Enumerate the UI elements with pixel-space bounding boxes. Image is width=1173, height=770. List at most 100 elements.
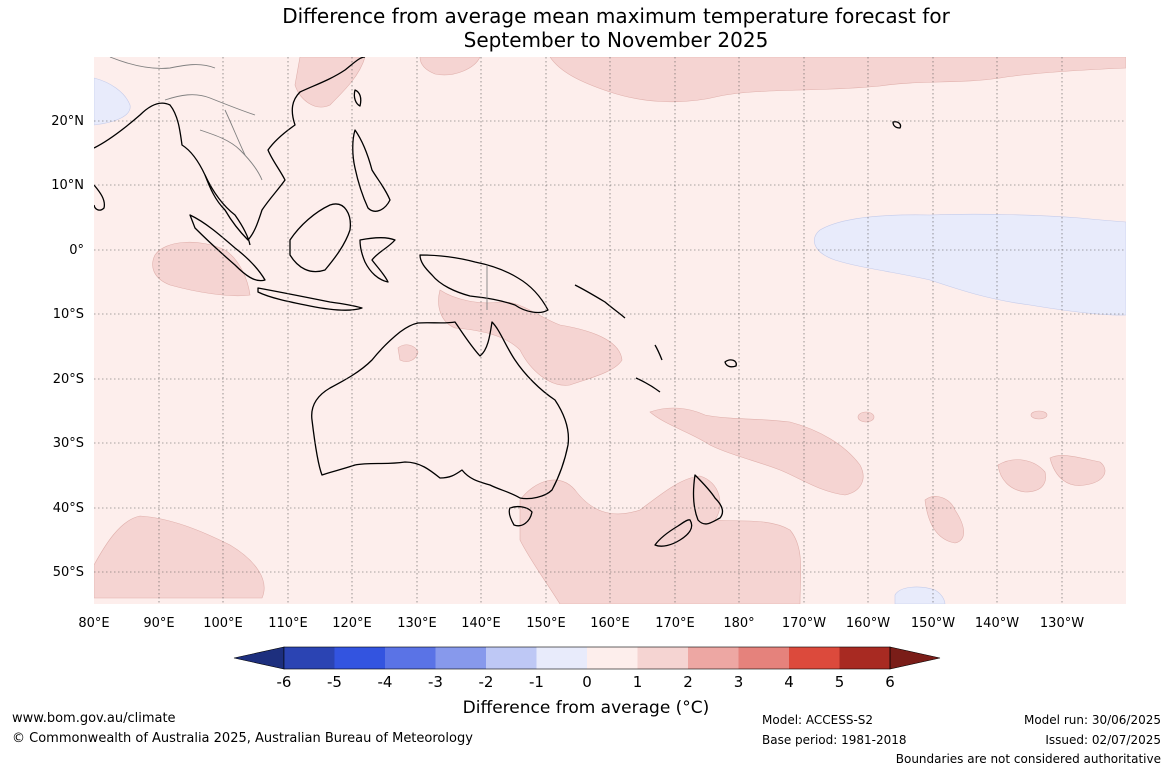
warm-region — [294, 57, 366, 108]
philippines-coastline — [352, 129, 391, 212]
sulawesi-coastline — [359, 237, 396, 283]
warm-region — [857, 411, 875, 423]
colorbar-title: Difference from average (°C) — [462, 698, 710, 718]
lat-label: 10°N — [51, 178, 84, 193]
website-text: www.bom.gov.au/climate — [12, 711, 176, 726]
colorbar-swatch — [486, 647, 537, 669]
colorbar-swatch — [385, 647, 436, 669]
colorbar-extend-low — [233, 646, 285, 670]
warm-region — [152, 241, 251, 297]
colorbar-extend-high — [889, 646, 941, 670]
lon-label: 80°E — [78, 616, 109, 631]
base-period-text: Base period: 1981-2018 — [762, 733, 907, 747]
colorbar-tick-label: 5 — [835, 673, 845, 691]
colorbar-swatch — [536, 647, 588, 669]
warm-region — [1030, 410, 1048, 420]
colorbar-tick-label: 0 — [582, 673, 592, 691]
solomon-islands-coastline — [574, 284, 626, 319]
coastlines — [94, 57, 902, 547]
borneo-coastline — [289, 203, 351, 273]
colorbar-swatch — [839, 647, 891, 669]
copyright-text: © Commonwealth of Australia 2025, Austra… — [12, 731, 473, 746]
lat-label: 20°N — [51, 114, 84, 129]
map-title: Difference from average mean maximum tem… — [0, 4, 1173, 52]
model-text: Model: ACCESS-S2 — [762, 713, 874, 727]
warm-region — [397, 344, 419, 362]
colorbar-tick-label: -4 — [378, 673, 393, 691]
lon-label: 180° — [723, 616, 754, 631]
colorbar-tick-label: -5 — [327, 673, 342, 691]
colorbar: -6 -5 -4 -3 -2 -1 0 1 2 3 4 5 6 — [233, 646, 941, 691]
colorbar-swatch — [435, 647, 487, 669]
colorbar-tick-label: 4 — [784, 673, 794, 691]
lat-label: 50°S — [53, 565, 84, 580]
colorbar-swatch — [789, 647, 840, 669]
lat-label: 20°S — [53, 372, 84, 387]
lon-label: 170°W — [782, 616, 826, 631]
title-line-1: Difference from average mean maximum tem… — [282, 4, 950, 28]
vanuatu-coastline — [654, 344, 663, 361]
lon-label: 170°E — [655, 616, 695, 631]
lon-label: 130°W — [1040, 616, 1084, 631]
lon-label: 90°E — [143, 616, 174, 631]
lon-label: 140°W — [975, 616, 1019, 631]
colorbar-swatch — [738, 647, 790, 669]
colorbar-tick-label: 6 — [885, 673, 895, 691]
colorbar-tick-label: -2 — [479, 673, 494, 691]
colorbar-swatch — [587, 647, 638, 669]
lon-label: 130°E — [397, 616, 437, 631]
colorbar-tick-label: 2 — [683, 673, 693, 691]
asia-mainland-coastline — [94, 57, 366, 241]
warm-region — [438, 289, 623, 386]
colorbar-tick-label: -3 — [428, 673, 443, 691]
new-zealand-south-coastline — [654, 519, 693, 547]
colorbar-tick-label: 3 — [734, 673, 744, 691]
model-run-text: Model run: 30/06/2025 — [1023, 713, 1161, 727]
lat-label: 40°S — [53, 501, 84, 516]
australia-coastline — [311, 321, 570, 500]
lon-label: 120°E — [332, 616, 372, 631]
disclaimer-text: Boundaries are not considered authoritat… — [895, 752, 1161, 766]
lat-label: 0° — [69, 243, 84, 258]
india-coastline — [94, 184, 106, 211]
new-guinea-coastline — [419, 254, 549, 314]
country-borders — [109, 57, 488, 310]
warm-region — [94, 515, 265, 599]
lon-label: 110°E — [268, 616, 308, 631]
warm-region — [1049, 455, 1106, 486]
graticule — [94, 57, 1126, 604]
colorbar-tick-label: 1 — [633, 673, 643, 691]
issued-text: Issued: 02/07/2025 — [1045, 733, 1161, 747]
cool-region — [894, 586, 946, 604]
latitude-labels: 20°N 10°N 0° 10°S 20°S 30°S 40°S 50°S — [51, 114, 84, 580]
new-zealand-north-coastline — [692, 474, 724, 525]
malay-peninsula-coastline — [204, 174, 251, 246]
tasmania-coastline — [508, 505, 533, 527]
fiji-coastline — [724, 359, 737, 368]
warm-region — [549, 57, 1126, 103]
colorbar-swatch — [688, 647, 739, 669]
title-line-2: September to November 2025 — [463, 28, 769, 52]
colorbar-swatch — [637, 647, 689, 669]
longitude-labels: 80°E 90°E 100°E 110°E 120°E 130°E 140°E … — [78, 616, 1084, 631]
lon-label: 160°W — [846, 616, 890, 631]
lon-label: 150°E — [526, 616, 566, 631]
lon-label: 140°E — [461, 616, 501, 631]
lon-label: 160°E — [590, 616, 630, 631]
colorbar-swatch — [284, 647, 335, 669]
lon-label: 150°W — [911, 616, 955, 631]
taiwan-coastline — [353, 89, 362, 107]
lon-label: 100°E — [203, 616, 243, 631]
warm-region — [649, 407, 864, 496]
lat-label: 30°S — [53, 436, 84, 451]
colorbar-swatch — [334, 647, 386, 669]
warm-region — [419, 57, 481, 76]
hawaii-coastline — [892, 121, 902, 129]
colorbar-tick-label: -6 — [277, 673, 292, 691]
lat-label: 10°S — [53, 307, 84, 322]
colorbar-frame — [283, 646, 891, 670]
warm-region — [997, 459, 1046, 493]
cool-region — [94, 77, 131, 126]
colorbar-tick-label: -1 — [529, 673, 544, 691]
